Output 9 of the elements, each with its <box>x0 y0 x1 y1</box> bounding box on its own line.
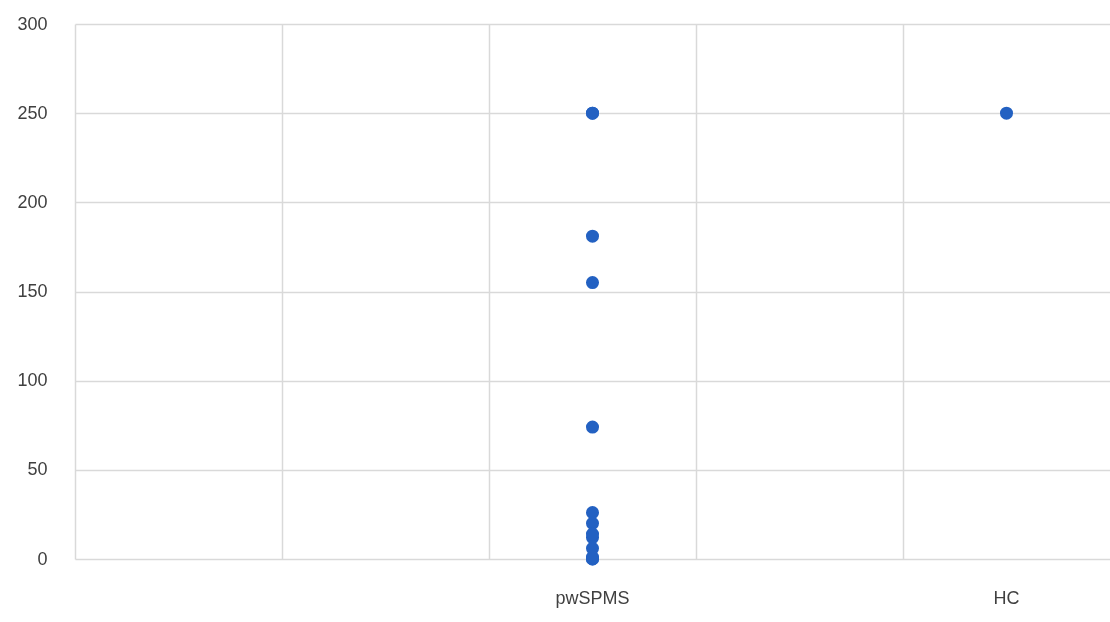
x-tick-label: pwSPMS <box>555 587 630 608</box>
y-tick-label: 50 <box>27 459 48 480</box>
x-tick-label: HC <box>993 587 1020 608</box>
y-tick-label: 200 <box>17 191 48 212</box>
y-tick-label: 300 <box>17 13 48 34</box>
y-tick-label: 0 <box>37 548 48 569</box>
y-tick-label: 100 <box>17 370 48 391</box>
y-tick-label: 250 <box>17 102 48 123</box>
y-tick-label: 150 <box>17 281 48 301</box>
